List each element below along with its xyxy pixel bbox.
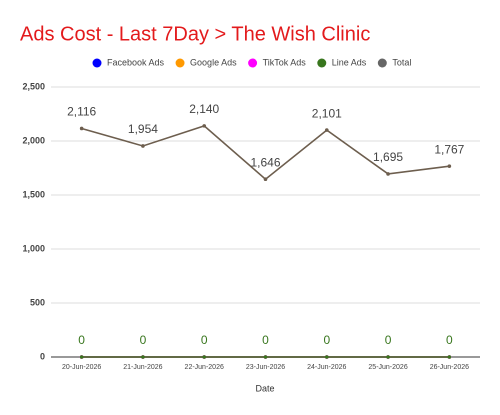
x-tick-label: 24-Jun-2026 (307, 364, 346, 371)
data-label: 0 (323, 333, 330, 347)
legend-marker (175, 58, 185, 68)
point (79, 355, 84, 359)
x-tick-label: 23-Jun-2026 (246, 364, 285, 371)
x-tick-label: 25-Jun-2026 (368, 364, 407, 371)
point (141, 355, 145, 359)
y-tick-label: 0 (40, 351, 45, 361)
data-label: 2,116 (67, 105, 96, 119)
chart-title: Ads Cost - Last 7Day > The Wish Clinic (20, 23, 370, 45)
data-label: 1,954 (128, 122, 158, 136)
point (324, 128, 329, 132)
legend-marker (92, 58, 102, 68)
point (324, 355, 329, 359)
point (141, 144, 145, 148)
data-label: 2,101 (312, 106, 342, 120)
x-tick-label: 21-Jun-2026 (123, 364, 162, 371)
point (202, 355, 207, 359)
point (386, 355, 390, 359)
data-label: 2,140 (189, 102, 219, 116)
legend-marker (377, 58, 387, 68)
x-tick-label: 26-Jun-2026 (430, 364, 469, 371)
data-label: 1,767 (434, 142, 464, 156)
point (202, 124, 207, 128)
legend-label: Line Ads (332, 57, 367, 67)
data-label: 0 (140, 333, 147, 347)
y-tick-label: 1,000 (22, 243, 45, 253)
x-tick-label: 20-Jun-2026 (62, 364, 101, 371)
legend-label: Facebook Ads (107, 57, 165, 67)
legend-label: Total (392, 57, 411, 67)
y-tick-label: 500 (30, 297, 45, 307)
y-tick-label: 2,500 (22, 81, 45, 91)
legend-marker (248, 58, 258, 68)
data-label: 0 (262, 333, 269, 347)
data-label: 1,695 (373, 150, 403, 164)
point (386, 172, 390, 176)
legend-marker (317, 58, 327, 68)
point (79, 126, 84, 131)
x-axis-title: Date (255, 383, 274, 393)
y-tick-label: 1,500 (22, 189, 45, 199)
data-label: 0 (201, 333, 208, 347)
data-label: 0 (385, 333, 392, 347)
point (263, 355, 268, 359)
data-label: 0 (78, 333, 85, 347)
point (447, 355, 452, 359)
point (263, 177, 268, 182)
point (447, 164, 452, 168)
data-label: 1,646 (250, 155, 280, 169)
legend-label: TikTok Ads (263, 57, 307, 67)
data-label: 0 (446, 333, 453, 347)
x-tick-label: 22-Jun-2026 (185, 364, 224, 371)
y-tick-label: 2,000 (22, 135, 45, 145)
legend-label: Google Ads (190, 57, 237, 67)
